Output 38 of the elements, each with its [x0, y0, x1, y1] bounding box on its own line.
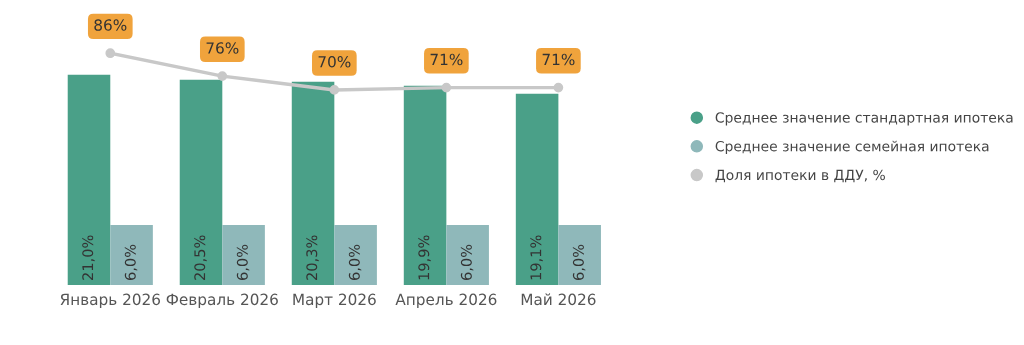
x-tick-label: Январь 2026 [60, 293, 161, 309]
bar [515, 93, 559, 285]
bar [446, 224, 489, 285]
x-tick-label: Май 2026 [521, 293, 596, 306]
bar [558, 224, 601, 285]
bar [291, 81, 335, 285]
data-label: 21,0% [82, 235, 95, 280]
x-tick-label: Февраль 2026 [166, 293, 278, 309]
bar [67, 74, 111, 285]
point [553, 82, 564, 93]
bar [222, 224, 265, 285]
data-label: 71% [430, 53, 463, 66]
bar [334, 224, 377, 285]
data-label: 19,1% [530, 235, 543, 280]
data-label: 19,9% [418, 235, 431, 280]
data-label: 6,0% [348, 244, 362, 280]
point [441, 82, 452, 93]
data-label: 76% [206, 42, 239, 54]
legend-label: Среднее значение стандартная ипотека [715, 112, 1013, 126]
bar [110, 224, 153, 285]
data-label: 6,0% [236, 244, 250, 280]
x-tick-label: Апрель 2026 [395, 293, 497, 309]
data-label: 70% [318, 55, 351, 68]
legend-label: Доля ипотеки в ДДУ, % [715, 169, 885, 183]
point [105, 48, 116, 59]
data-label: 6,0% [124, 244, 138, 280]
legend-label: Среднее значение семейная ипотека [715, 140, 989, 155]
x-tick-label: Март 2026 [293, 293, 376, 309]
data-label: 6,0% [460, 244, 474, 280]
point [329, 85, 340, 95]
data-label: 71% [542, 53, 575, 66]
point [217, 71, 228, 82]
data-label: 20,5% [194, 235, 207, 280]
bar [403, 85, 447, 285]
data-label: 20,3% [306, 235, 319, 280]
data-label: 6,0% [572, 244, 586, 280]
bar [179, 79, 223, 285]
data-label: 86% [94, 19, 127, 31]
